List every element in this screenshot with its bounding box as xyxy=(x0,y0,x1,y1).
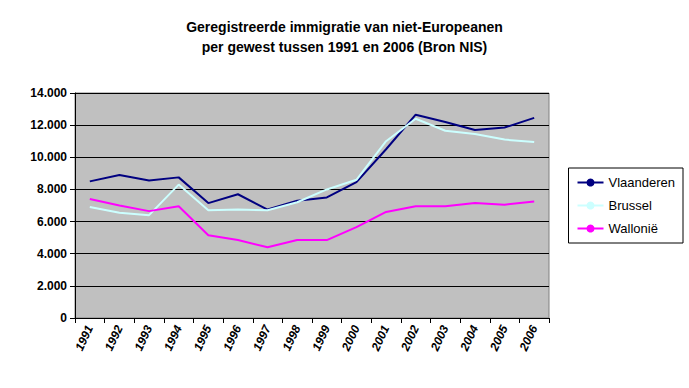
svg-text:14.000: 14.000 xyxy=(30,86,67,100)
svg-text:2.000: 2.000 xyxy=(37,279,67,293)
svg-text:Geregistreerde immigratie van: Geregistreerde immigratie van niet-Europ… xyxy=(186,19,503,35)
svg-text:4.000: 4.000 xyxy=(37,247,67,261)
svg-text:1997: 1997 xyxy=(250,322,275,353)
svg-text:1992: 1992 xyxy=(102,323,126,353)
svg-text:1991: 1991 xyxy=(72,323,96,353)
svg-text:2003: 2003 xyxy=(427,323,452,354)
svg-text:8.000: 8.000 xyxy=(37,182,67,196)
svg-text:0: 0 xyxy=(60,311,67,325)
svg-text:1999: 1999 xyxy=(309,323,333,353)
svg-text:6.000: 6.000 xyxy=(37,215,67,229)
svg-text:2001: 2001 xyxy=(368,323,393,354)
svg-text:2006: 2006 xyxy=(516,323,541,354)
svg-text:2005: 2005 xyxy=(487,323,512,354)
svg-text:2000: 2000 xyxy=(338,323,363,354)
svg-text:1993: 1993 xyxy=(131,323,155,353)
svg-text:12.000: 12.000 xyxy=(30,118,67,132)
svg-text:1998: 1998 xyxy=(280,323,304,353)
svg-text:Wallonië: Wallonië xyxy=(609,221,658,236)
svg-text:1996: 1996 xyxy=(220,323,244,353)
svg-text:1995: 1995 xyxy=(191,323,215,353)
svg-text:Brussel: Brussel xyxy=(609,198,652,213)
svg-text:per gewest tussen 1991 en 2006: per gewest tussen 1991 en 2006 (Bron NIS… xyxy=(202,39,488,55)
svg-text:2002: 2002 xyxy=(398,323,423,354)
svg-text:1994: 1994 xyxy=(161,323,185,353)
svg-text:2004: 2004 xyxy=(457,323,482,354)
svg-text:10.000: 10.000 xyxy=(30,150,67,164)
svg-text:Vlaanderen: Vlaanderen xyxy=(609,175,676,190)
